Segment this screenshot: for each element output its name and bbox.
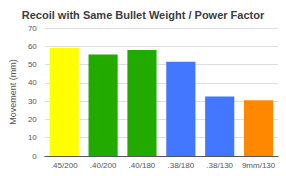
svg-text:70: 70 xyxy=(28,24,37,33)
svg-text:.38/130: .38/130 xyxy=(206,161,233,170)
svg-text:Movement (mm): Movement (mm) xyxy=(8,59,18,125)
svg-text:0: 0 xyxy=(32,152,37,161)
svg-text:.38/180: .38/180 xyxy=(167,161,194,170)
svg-text:Recoil with Same Bullet Weight: Recoil with Same Bullet Weight / Power F… xyxy=(22,9,265,21)
svg-text:.45/200: .45/200 xyxy=(51,161,78,170)
svg-text:9mm/130: 9mm/130 xyxy=(242,161,276,170)
svg-text:40: 40 xyxy=(28,78,37,87)
svg-text:.40/200: .40/200 xyxy=(90,161,117,170)
svg-text:50: 50 xyxy=(28,60,37,69)
svg-text:.40/180: .40/180 xyxy=(129,161,156,170)
svg-text:10: 10 xyxy=(28,133,37,142)
svg-text:20: 20 xyxy=(28,115,37,124)
svg-text:60: 60 xyxy=(28,42,37,51)
svg-text:30: 30 xyxy=(28,97,37,106)
